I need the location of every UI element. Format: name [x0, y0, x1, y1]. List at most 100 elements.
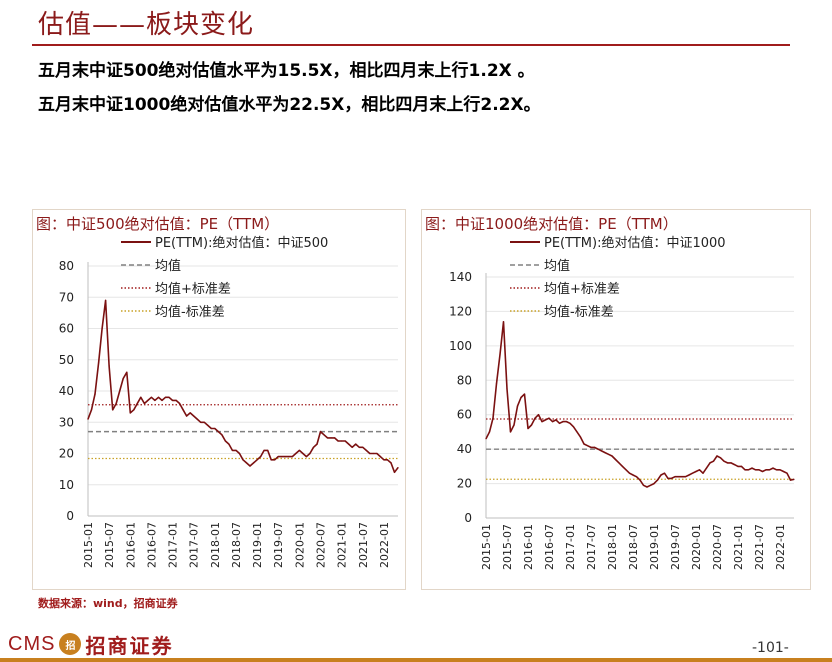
pe-data-point	[186, 415, 188, 417]
pe-data-point	[108, 365, 110, 367]
pe-data-point	[341, 440, 343, 442]
pe-data-point	[639, 479, 641, 481]
x-tick-label: 2017-01	[564, 524, 577, 570]
legend-label: 均值+标准差	[155, 281, 231, 297]
pe-data-point	[597, 448, 599, 450]
pe-data-point	[302, 452, 304, 455]
title-divider	[32, 44, 790, 46]
pe-data-point	[555, 419, 557, 421]
x-tick-label: 2018-01	[606, 524, 619, 570]
pe-data-point	[569, 422, 571, 424]
pe-data-point	[681, 476, 683, 478]
pe-data-point	[362, 446, 364, 448]
pe-data-point	[642, 484, 645, 486]
bullet-csi1000: 五月末中证1000绝对估值水平为22.5X，相比四月末上行2.2X。	[38, 95, 541, 115]
pe-data-point	[274, 459, 276, 461]
y-tick-label: 80	[457, 373, 472, 387]
pe-data-point	[625, 469, 627, 471]
chart-panel-csi1000: 0 20 40 60 80 100 120 140 2015-01 2015-07 2016-01 2…	[421, 209, 811, 590]
pe-data-point	[168, 396, 170, 398]
pe-data-point	[379, 456, 381, 458]
pe-data-point	[761, 470, 764, 473]
y-tick-label: 70	[59, 290, 74, 304]
pe-data-point	[684, 476, 687, 478]
pe-data-point	[355, 443, 357, 445]
pe-data-point	[551, 421, 554, 423]
pe-data-point	[344, 440, 346, 442]
x-tick-label: 2022-01	[378, 522, 391, 568]
y-tick-label: 0	[66, 509, 74, 523]
pe-data-point	[754, 469, 757, 471]
pe-data-point	[562, 421, 564, 423]
pe-data-point	[189, 412, 191, 414]
pe-data-point	[112, 409, 114, 411]
pe-data-point	[772, 467, 774, 469]
pe-data-point	[509, 431, 512, 433]
pe-data-point	[319, 431, 322, 433]
pe-data-point	[537, 414, 540, 416]
pe-data-point	[726, 462, 729, 464]
pe-data-point	[590, 446, 592, 448]
pe-data-point	[101, 327, 103, 330]
pe-data-point	[674, 476, 676, 478]
pe-data-point	[182, 409, 184, 411]
pe-data-point	[688, 474, 690, 476]
bullet-csi500: 五月末中证500绝对估值水平为15.5X，相比四月末上行1.2X 。	[38, 61, 535, 81]
pe-data-point	[253, 462, 255, 464]
pe-data-point	[270, 459, 272, 461]
pe-data-point	[716, 455, 718, 457]
pe-data-point	[775, 469, 778, 471]
pe-data-point	[618, 462, 620, 464]
pe-data-point	[492, 417, 494, 419]
pe-data-point	[281, 456, 283, 458]
x-tick-label: 2015-07	[103, 522, 116, 568]
pe-data-point	[154, 399, 156, 401]
x-tick-label: 2020-01	[293, 522, 306, 568]
pe-data-point	[502, 321, 505, 323]
pe-data-point	[249, 465, 251, 467]
pe-data-point	[705, 467, 708, 469]
pe-data-point	[583, 443, 585, 445]
x-tick-label: 2015-01	[82, 522, 95, 568]
x-tick-label: 2021-07	[357, 522, 370, 568]
pe-data-point	[393, 471, 396, 473]
page-number: -101-	[752, 640, 789, 656]
x-tick-label: 2019-01	[648, 524, 661, 570]
pe-data-point	[397, 467, 399, 469]
logo-cms-text: CMS	[8, 632, 56, 655]
pe-series-line	[485, 321, 795, 488]
pe-data-point	[231, 449, 233, 451]
pe-data-point	[295, 452, 297, 455]
pe-data-point	[667, 477, 669, 479]
y-tick-label: 40	[457, 442, 472, 456]
data-source-note: 数据来源：wind，招商证券	[38, 597, 178, 610]
pe-data-point	[719, 457, 722, 459]
pe-data-point	[316, 443, 318, 445]
pe-data-point	[576, 431, 578, 433]
x-tick-label: 2019-07	[669, 524, 682, 570]
legend-label: 均值-标准差	[544, 304, 614, 320]
legend-label: 均值	[155, 258, 181, 274]
pe-data-point	[136, 402, 138, 405]
pe-data-point	[334, 437, 336, 439]
x-tick-label: 2021-01	[336, 522, 349, 568]
pe-data-point	[210, 427, 212, 430]
pe-data-point	[768, 469, 771, 471]
x-tick-label: 2016-01	[522, 524, 535, 570]
pe-data-point	[653, 483, 655, 485]
pe-data-point	[656, 479, 659, 481]
pe-data-point	[263, 449, 265, 451]
pe-data-point	[586, 445, 589, 447]
pe-data-point	[723, 460, 725, 462]
y-tick-label: 80	[59, 259, 74, 273]
legend-label: PE(TTM):绝对估值：中证1000	[544, 235, 726, 251]
pe-data-point	[765, 469, 767, 471]
pe-data-point	[115, 402, 117, 405]
pe-data-point	[348, 443, 350, 445]
pe-data-point	[607, 453, 610, 455]
pe-data-point	[663, 472, 666, 474]
pe-data-point	[157, 396, 160, 398]
x-tick-label: 2021-07	[753, 524, 766, 570]
pe-data-point	[337, 440, 339, 442]
y-tick-label: 20	[59, 447, 74, 461]
